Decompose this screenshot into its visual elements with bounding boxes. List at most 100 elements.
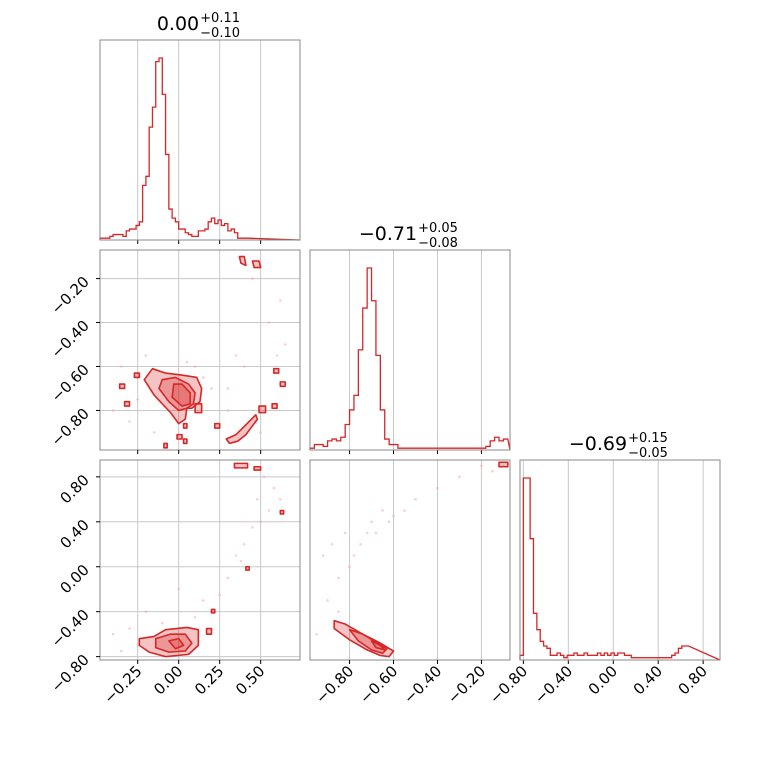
tick-label-y-param0-vs-param1-1: −0.60 bbox=[48, 361, 93, 406]
tick-label-y-param0-vs-param1-0: −0.80 bbox=[48, 405, 93, 450]
scatter-point-param0-vs-param2-6 bbox=[201, 599, 205, 602]
contour-param0-vs-param1-13 bbox=[194, 403, 203, 414]
scatter-point-param1-vs-param2-14 bbox=[403, 509, 406, 512]
contour-param0-vs-param1-15 bbox=[176, 433, 183, 440]
scatter-point-param1-vs-param2-19 bbox=[491, 469, 494, 473]
scatter-point-param0-vs-param1-15 bbox=[201, 376, 205, 379]
tick-label-x-p2-0: −0.80 bbox=[486, 662, 531, 707]
scatter-point-param0-vs-param2-5 bbox=[177, 587, 180, 591]
scatter-point-param0-vs-param2-17 bbox=[262, 475, 266, 479]
scatter-point-param1-vs-param2-9 bbox=[370, 520, 373, 524]
scatter-point-param1-vs-param2-4 bbox=[343, 531, 347, 535]
contour-param0-vs-param1-2 bbox=[171, 383, 191, 407]
scatter-point-param0-vs-param2-19 bbox=[239, 559, 243, 563]
contour-param0-vs-param2-3 bbox=[205, 627, 213, 635]
contour-param0-vs-param1-6 bbox=[258, 405, 267, 414]
scatter-point-param0-vs-param1-7 bbox=[210, 387, 213, 390]
scatter-point-param1-vs-param2-5 bbox=[348, 565, 351, 569]
scatter-point-param0-vs-param1-0 bbox=[111, 409, 115, 412]
scatter-point-param0-vs-param2-3 bbox=[144, 610, 148, 613]
scatter-point-param0-vs-param1-5 bbox=[185, 360, 189, 364]
contour-param0-vs-param2-6 bbox=[279, 509, 285, 515]
histogram-title-median-p2: −0.69 bbox=[569, 433, 627, 455]
scatter-point-param0-vs-param2-0 bbox=[111, 632, 115, 636]
contour-param0-vs-param2-1 bbox=[154, 633, 193, 653]
tick-label-x-p0-1: 0.00 bbox=[150, 662, 186, 698]
scatter-point-param0-vs-param2-14 bbox=[267, 509, 271, 512]
tick-label-x-p2-4: 0.80 bbox=[675, 662, 711, 698]
tick-label-y-param0-vs-param2-4: 0.80 bbox=[56, 471, 92, 507]
scatter-point-param1-vs-param2-3 bbox=[337, 576, 340, 580]
scatter-point-param0-vs-param2-18 bbox=[256, 498, 259, 501]
contour-param0-vs-param1-17 bbox=[182, 422, 188, 429]
contour-param1-vs-param2-2 bbox=[370, 640, 386, 651]
scatter-point-param0-vs-param2-4 bbox=[160, 621, 164, 625]
scatter-point-param0-vs-param1-10 bbox=[267, 321, 271, 324]
panel-frame-param1-vs-param2 bbox=[309, 459, 511, 661]
contour-param0-vs-param1-18 bbox=[163, 442, 169, 449]
scatter-point-param0-vs-param2-21 bbox=[120, 649, 123, 653]
contour-param0-vs-param1-7 bbox=[271, 403, 278, 410]
contour-param0-vs-param1-9 bbox=[272, 367, 280, 374]
tick-label-x-p0-3: 0.50 bbox=[232, 662, 268, 698]
tick-label-x-p0-2: 0.25 bbox=[191, 662, 227, 698]
histogram-title-plus-p1: +0.05 bbox=[418, 221, 458, 236]
contour-param0-vs-param1-1 bbox=[158, 376, 196, 412]
scatter-point-param0-vs-param1-12 bbox=[279, 299, 282, 302]
scatter-point-param1-vs-param2-22 bbox=[321, 554, 325, 557]
contour-param0-vs-param1-5 bbox=[251, 260, 262, 269]
contour-param0-vs-param1-8 bbox=[279, 381, 287, 388]
scatter-point-param1-vs-param2-11 bbox=[381, 509, 384, 512]
tick-label-y-param0-vs-param2-0: −0.80 bbox=[48, 651, 93, 696]
tick-label-x-p1-0: −0.80 bbox=[312, 662, 357, 707]
scatter-point-param1-vs-param2-0 bbox=[315, 632, 318, 636]
scatter-point-param0-vs-param2-2 bbox=[136, 644, 140, 647]
scatter-point-param0-vs-param2-12 bbox=[251, 526, 254, 529]
scatter-point-param0-vs-param1-8 bbox=[226, 409, 230, 412]
contour-param0-vs-param2-7 bbox=[245, 565, 250, 571]
scatter-point-param0-vs-param2-20 bbox=[193, 616, 197, 619]
scatter-point-param1-vs-param2-8 bbox=[365, 531, 369, 535]
scatter-point-param1-vs-param2-15 bbox=[414, 498, 417, 501]
histogram-title-plus-p2: +0.15 bbox=[628, 431, 668, 446]
scatter-point-param0-vs-param1-19 bbox=[242, 365, 246, 368]
scatter-point-param0-vs-param2-1 bbox=[128, 627, 131, 630]
scatter-point-param1-vs-param2-21 bbox=[337, 610, 340, 613]
tick-label-y-param0-vs-param1-2: −0.40 bbox=[48, 317, 93, 362]
tick-label-x-p2-2: 0.00 bbox=[585, 662, 621, 698]
contour-param0-vs-param2-8 bbox=[210, 608, 216, 614]
contour-param0-vs-param2-5 bbox=[253, 465, 262, 471]
scatter-point-param0-vs-param1-1 bbox=[120, 365, 123, 368]
tick-label-y-param0-vs-param2-1: −0.40 bbox=[48, 606, 93, 651]
contour-param0-vs-param1-12 bbox=[133, 372, 141, 379]
scatter-point-param1-vs-param2-7 bbox=[359, 542, 362, 546]
scatter-point-param1-vs-param2-1 bbox=[326, 599, 329, 602]
tick-label-y-param0-vs-param1-3: −0.20 bbox=[48, 273, 93, 318]
scatter-point-param1-vs-param2-12 bbox=[387, 520, 391, 524]
tick-label-x-p1-1: −0.60 bbox=[356, 662, 401, 707]
tick-label-x-p2-1: −0.40 bbox=[531, 662, 576, 707]
contour-param0-vs-param1-10 bbox=[118, 383, 126, 390]
contour-param0-vs-param1-4 bbox=[238, 255, 247, 267]
histogram-title-minus-p1: −0.08 bbox=[418, 236, 458, 251]
histogram-title-minus-p2: −0.05 bbox=[628, 446, 668, 461]
scatter-point-param1-vs-param2-13 bbox=[392, 514, 395, 518]
scatter-point-param0-vs-param2-13 bbox=[259, 520, 262, 524]
scatter-point-param0-vs-param1-2 bbox=[128, 420, 131, 423]
histogram-frame-p0 bbox=[99, 39, 301, 241]
scatter-point-param1-vs-param2-16 bbox=[436, 486, 439, 490]
scatter-point-param0-vs-param2-8 bbox=[218, 593, 221, 597]
scatter-point-param1-vs-param2-2 bbox=[330, 542, 334, 546]
scatter-point-param0-vs-param2-9 bbox=[226, 576, 230, 580]
panel-frame-param0-vs-param1 bbox=[99, 249, 301, 451]
scatter-point-param1-vs-param2-10 bbox=[374, 531, 378, 535]
tick-label-x-p0-0: −0.25 bbox=[100, 662, 145, 707]
histogram-frame-p1 bbox=[309, 249, 511, 451]
histogram-title-median-p1: −0.71 bbox=[359, 223, 417, 245]
scatter-point-param0-vs-param1-11 bbox=[275, 354, 279, 357]
scatter-point-param0-vs-param2-11 bbox=[242, 542, 246, 546]
histogram-step-p1 bbox=[309, 267, 511, 451]
scatter-point-param0-vs-param1-6 bbox=[193, 365, 197, 368]
contour-param0-vs-param1-14 bbox=[213, 422, 221, 429]
